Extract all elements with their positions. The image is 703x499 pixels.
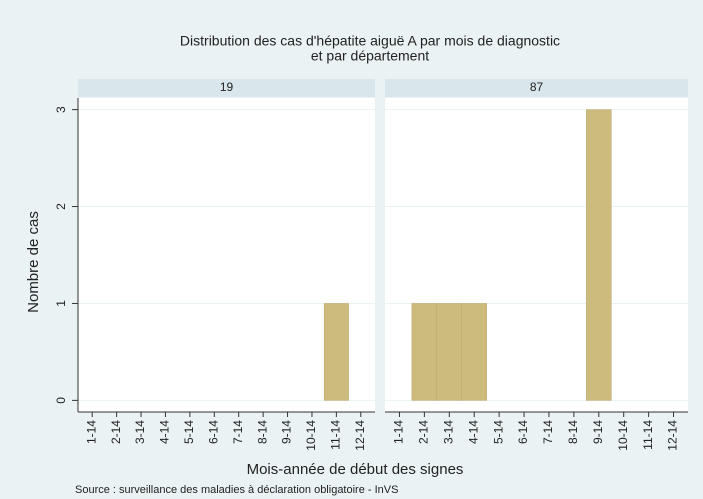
y-tick-label: 2 (54, 203, 68, 210)
panel-label: 19 (220, 80, 234, 94)
x-tick-label: 6-14 (516, 420, 530, 444)
bar (323, 303, 349, 401)
x-tick-label: 1-14 (84, 420, 98, 444)
x-tick-label: 2-14 (109, 420, 123, 444)
x-tick-label: 3-14 (133, 420, 147, 444)
panel-label: 87 (530, 80, 544, 94)
x-tick-label: 5-14 (491, 420, 505, 444)
x-tick-label: 9-14 (280, 420, 294, 444)
bar (411, 303, 438, 401)
x-axis-title: Mois-année de début des signes (247, 461, 464, 478)
x-tick-label: 12-14 (666, 420, 680, 451)
x-tick-label: 8-14 (566, 420, 580, 444)
bar (436, 303, 463, 401)
x-tick-label: 3-14 (441, 420, 455, 444)
x-tick-label: 11-14 (641, 420, 655, 450)
x-tick-label: 8-14 (255, 420, 269, 444)
chart-title: et par département (311, 48, 429, 64)
x-tick-label: 6-14 (206, 420, 220, 444)
x-tick-label: 4-14 (466, 420, 480, 444)
panel-header (78, 79, 375, 97)
bar (461, 303, 487, 401)
bar (586, 109, 612, 401)
y-axis-title: Nombre de cas (25, 211, 42, 313)
x-tick-label: 5-14 (182, 420, 196, 444)
x-tick-label: 7-14 (541, 420, 555, 444)
y-tick-label: 3 (54, 106, 68, 113)
x-tick-label: 12-14 (353, 420, 367, 451)
source: Source : surveillance des maladies à déc… (75, 484, 398, 496)
x-tick-label: 4-14 (158, 420, 172, 444)
chart-title: Distribution des cas d'hépatite aiguë A … (180, 33, 560, 49)
y-tick-label: 1 (54, 300, 68, 307)
x-tick-label: 2-14 (417, 420, 431, 444)
x-tick-label: 1-14 (392, 420, 406, 444)
x-tick-label: 9-14 (591, 420, 605, 444)
panel-header (385, 79, 688, 97)
x-tick-label: 11-14 (329, 420, 343, 450)
x-tick-label: 7-14 (231, 420, 245, 444)
x-tick-label: 10-14 (616, 420, 630, 451)
y-tick-label: 0 (54, 397, 68, 404)
x-tick-label: 10-14 (304, 420, 318, 451)
